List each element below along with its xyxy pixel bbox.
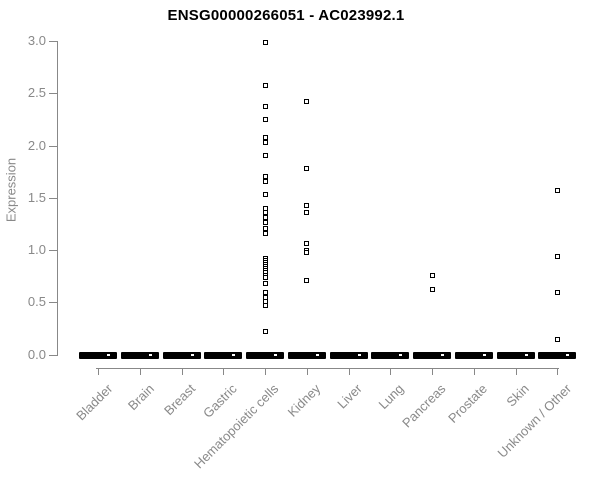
x-category-label: Brain (124, 381, 157, 414)
y-axis-title: Expression (3, 157, 19, 223)
data-point (429, 272, 435, 278)
data-point (304, 99, 310, 105)
y-tick-label: 0.5 (27, 294, 46, 310)
data-point (262, 153, 268, 159)
data-point (554, 337, 560, 343)
zero-expression-cluster (496, 351, 535, 359)
zero-expression-cluster (413, 351, 452, 359)
y-tick-mark (49, 145, 57, 147)
y-tick-mark (49, 354, 57, 356)
x-category-label: Gastric (200, 381, 241, 421)
x-tick-mark (98, 368, 100, 375)
data-point (262, 215, 268, 221)
data-point (262, 329, 268, 334)
data-point (262, 134, 268, 140)
x-category-label: Pancreas (399, 381, 449, 431)
data-point (262, 83, 268, 89)
zero-expression-cluster (538, 351, 577, 359)
zero-expression-cluster (79, 351, 118, 359)
data-point (554, 253, 560, 259)
y-tick-label: 2.0 (27, 137, 46, 153)
data-point (429, 287, 435, 293)
data-point (262, 225, 268, 231)
data-point (262, 302, 268, 308)
zero-expression-cluster (371, 351, 410, 359)
y-tick-mark (49, 250, 57, 251)
x-tick-mark (181, 368, 183, 375)
data-point (262, 104, 268, 110)
chart-title: ENSG00000266051 - AC023992.1 (167, 7, 405, 24)
x-category-label: Skin (503, 381, 533, 410)
x-category-label: Lung (375, 381, 407, 413)
x-tick-mark (223, 368, 225, 375)
data-point (262, 39, 268, 45)
data-point (262, 209, 268, 215)
x-tick-mark (265, 368, 267, 375)
data-point (262, 230, 268, 236)
x-category-label: Breast (161, 381, 199, 419)
data-point (262, 192, 268, 198)
x-tick-mark (348, 368, 350, 375)
zero-expression-cluster (246, 351, 285, 359)
zero-expression-cluster (121, 351, 160, 359)
data-point (262, 220, 268, 226)
y-tick-mark (49, 302, 57, 304)
data-point (304, 202, 310, 208)
y-tick-mark (49, 41, 57, 42)
x-tick-mark (515, 368, 517, 375)
data-point (262, 139, 268, 145)
y-tick-mark (49, 197, 57, 199)
data-point (262, 116, 268, 122)
zero-expression-cluster (454, 351, 493, 359)
y-tick-label: 1.5 (27, 189, 46, 205)
x-tick-mark (140, 368, 142, 375)
zero-expression-cluster (329, 351, 368, 359)
zero-expression-cluster (162, 351, 201, 359)
zero-expression-cluster (204, 351, 243, 359)
y-axis-line (57, 41, 58, 356)
x-category-label: Unknown / Other (494, 381, 574, 461)
data-point (304, 277, 310, 283)
data-point (262, 274, 268, 280)
x-category-label: Bladder (72, 381, 115, 424)
x-axis-line (96, 368, 560, 369)
x-tick-mark (473, 368, 475, 375)
data-point (554, 290, 560, 296)
x-tick-mark (432, 368, 434, 375)
x-tick-mark (306, 368, 308, 375)
data-point (304, 241, 310, 247)
y-tick-label: 2.5 (27, 85, 46, 101)
x-tick-mark (390, 368, 392, 375)
zero-expression-cluster (287, 351, 326, 359)
x-tick-mark (557, 368, 559, 375)
data-point (554, 187, 560, 193)
x-category-label: Liver (334, 381, 366, 412)
data-point (304, 209, 310, 215)
data-point (262, 178, 268, 184)
data-point (304, 165, 310, 171)
y-tick-label: 0.0 (27, 346, 46, 362)
y-tick-mark (49, 93, 57, 95)
x-category-label: Prostate (445, 381, 491, 426)
y-tick-label: 1.0 (27, 242, 46, 257)
x-category-label: Kidney (284, 381, 324, 420)
y-tick-label: 3.0 (27, 33, 46, 48)
data-point (262, 280, 268, 286)
data-point (304, 249, 310, 255)
